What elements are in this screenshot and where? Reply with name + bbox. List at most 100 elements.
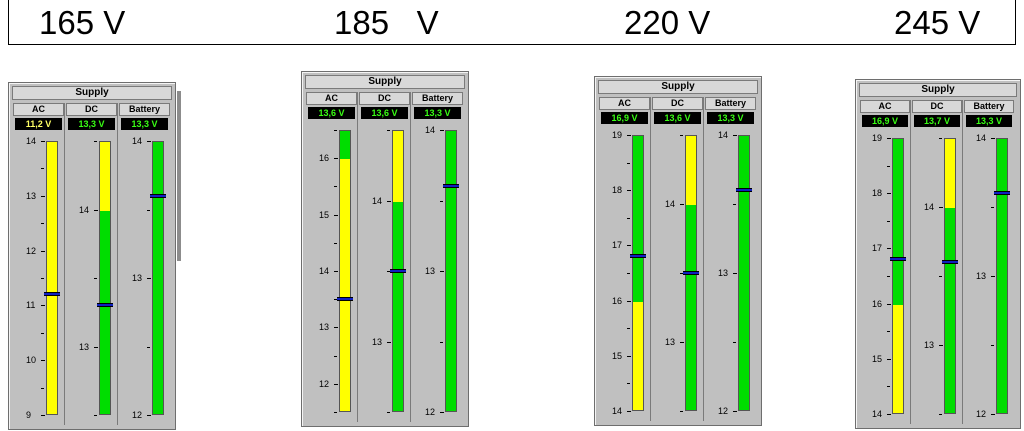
scale-tick (939, 207, 943, 208)
column-separator (357, 92, 358, 422)
scale-label: 16 (319, 153, 330, 163)
column-header-dc: DC (359, 92, 410, 105)
scale-tick (680, 135, 683, 136)
scale-tick (733, 135, 737, 136)
scale-tick (733, 204, 736, 205)
scale-tick (887, 276, 890, 277)
scale-tick (939, 138, 942, 139)
scale-tick (440, 201, 443, 202)
scale-label: 18 (612, 185, 623, 195)
gauge-marker (630, 254, 646, 258)
scale-label: 16 (612, 296, 623, 306)
scale-tick (627, 163, 630, 164)
column-separator (117, 103, 118, 425)
scale-label: 14 (79, 205, 90, 215)
scale-label: 14 (319, 266, 330, 276)
scale-tick (627, 273, 630, 274)
gauge-fill-segment (945, 139, 955, 208)
gauge-fill-segment (633, 136, 643, 302)
scale-tick (41, 278, 44, 279)
supply-panel-1: Supply AC 11,2 V 14 13 12 11 10 9 DC 13,3 V 14 13 Bat… (8, 82, 181, 430)
scale-label: 13 (665, 337, 676, 347)
gauge-marker (44, 292, 60, 296)
gauge-fill-segment (47, 142, 57, 414)
scale-label: 14 (718, 130, 729, 140)
column-separator (64, 103, 65, 425)
reading-battery: 13,3 V (414, 107, 461, 119)
gauge-fill-segment (633, 301, 643, 410)
scale-tick (94, 278, 97, 279)
scale-tick (334, 215, 338, 216)
gauge-marker (443, 184, 459, 188)
scale-tick (627, 301, 631, 302)
scale-tick (627, 245, 631, 246)
reading-battery: 13,3 V (121, 118, 168, 130)
scale-tick (41, 360, 45, 361)
column-header-ac: AC (13, 103, 64, 116)
column-header-battery: Battery (705, 97, 756, 110)
supply-title: Supply (305, 75, 465, 89)
scale-tick (680, 342, 684, 343)
gauge-fill-segment (945, 208, 955, 413)
scale-tick (991, 345, 994, 346)
scale-label: 18 (872, 188, 883, 198)
scale-tick (887, 221, 890, 222)
scale-label: 14 (372, 196, 383, 206)
reading-ac: 13,6 V (308, 107, 355, 119)
scale-label: 12 (425, 407, 436, 417)
gauge-bar-ac (339, 130, 351, 412)
column-separator (410, 92, 411, 422)
gauge-fill-segment (446, 131, 456, 411)
scale-label: 14 (26, 136, 37, 146)
reading-battery: 13,3 V (707, 112, 754, 124)
gauge-bar-dc (944, 138, 956, 414)
scale-label: 14 (872, 409, 883, 419)
scale-tick (733, 273, 737, 274)
scale-tick (334, 186, 337, 187)
scale-tick (334, 384, 338, 385)
scale-tick (627, 328, 630, 329)
gauge-marker (150, 194, 166, 198)
header-label-3: 220 V (624, 4, 711, 41)
scale-tick (440, 271, 444, 272)
gauge-bar-battery (152, 141, 164, 415)
supply-title: Supply (12, 86, 172, 100)
scale-tick (680, 204, 684, 205)
scale-tick (147, 347, 150, 348)
gauge-fill-segment (686, 136, 696, 205)
scale-tick (887, 193, 891, 194)
gauge-fill-segment (153, 142, 163, 414)
gauge-fill-segment (393, 131, 403, 202)
scale-tick (991, 207, 994, 208)
reading-dc: 13,3 V (68, 118, 115, 130)
gauge-marker (337, 297, 353, 301)
scale-tick (680, 411, 683, 412)
scale-tick (147, 210, 150, 211)
scale-label: 17 (872, 243, 883, 253)
gauge-fill-segment (340, 131, 350, 160)
header-label-2: 185 V (334, 4, 439, 41)
scale-tick (991, 414, 995, 415)
column-header-dc: DC (66, 103, 117, 116)
scale-tick (387, 412, 390, 413)
reading-dc: 13,6 V (654, 112, 701, 124)
supply-panel-2: Supply AC 13,6 V 16 15 14 13 12 DC 13,6 V 14 13 Batt… (301, 71, 469, 427)
gauge-fill-segment (739, 136, 749, 410)
gauge-bar-battery (996, 138, 1008, 414)
scale-label: 13 (132, 273, 143, 283)
scale-tick (41, 223, 44, 224)
scale-label: 19 (872, 133, 883, 143)
scale-label: 13 (425, 266, 436, 276)
scale-label: 13 (79, 342, 90, 352)
scale-label: 12 (319, 379, 330, 389)
scale-label: 10 (26, 355, 37, 365)
scale-tick (991, 138, 995, 139)
scale-tick (887, 138, 891, 139)
scale-tick (440, 412, 444, 413)
gauge-fill-segment (100, 210, 110, 414)
scale-tick (41, 141, 45, 142)
panel-scrollbar[interactable] (177, 91, 181, 261)
column-header-battery: Battery (964, 100, 1014, 113)
scale-label: 13 (924, 340, 935, 350)
scale-tick (334, 299, 337, 300)
